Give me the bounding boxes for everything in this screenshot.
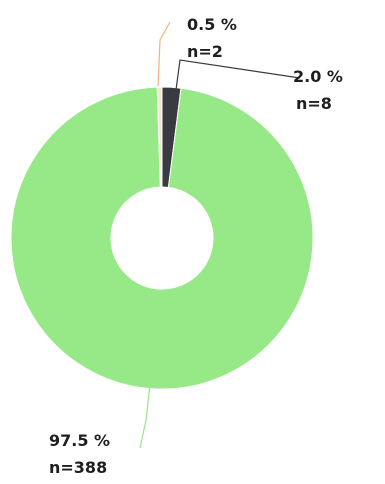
leader-line-0 bbox=[175, 59, 301, 91]
slice-1 bbox=[10, 86, 314, 390]
slices-group bbox=[10, 86, 314, 390]
slice-label-n-1: n=388 bbox=[49, 458, 107, 477]
leaders-group bbox=[139, 21, 301, 449]
slice-label-pct-1: 97.5 % bbox=[49, 431, 110, 450]
slice-label-n-2: n=2 bbox=[187, 42, 223, 61]
leader-line-2 bbox=[157, 21, 171, 87]
leader-line-1 bbox=[139, 383, 151, 449]
slice-label-pct-0: 2.0 % bbox=[293, 67, 343, 86]
slice-2 bbox=[156, 86, 163, 188]
slice-label-n-0: n=8 bbox=[296, 94, 332, 113]
slice-label-pct-2: 0.5 % bbox=[187, 15, 237, 34]
